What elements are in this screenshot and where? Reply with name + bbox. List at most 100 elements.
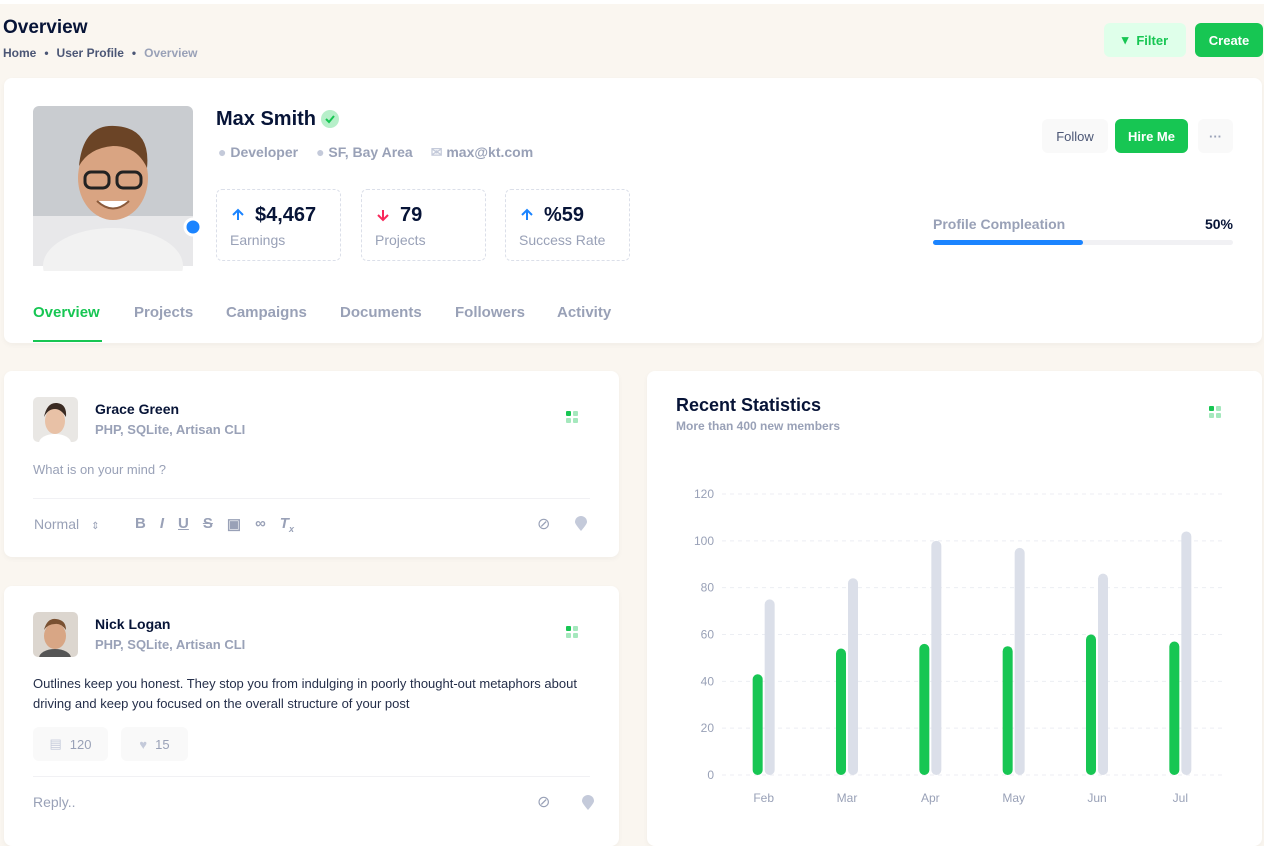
crumb[interactable]: User Profile: [56, 46, 124, 60]
meta-role: ● Developer: [218, 144, 298, 161]
bar: [764, 599, 775, 775]
progress-track: [933, 240, 1233, 245]
up-arrow: [521, 208, 533, 220]
profile-photo: [33, 106, 203, 271]
image-tool[interactable]: ▣: [226, 516, 242, 533]
completion-label: Profile Compleation: [933, 216, 1066, 232]
statistics-card: Recent Statistics More than 400 new memb…: [647, 371, 1262, 846]
tab[interactable]: Campaigns: [226, 304, 307, 321]
chart-subtitle: More than 400 new members: [676, 419, 841, 433]
reply-input[interactable]: Reply..: [33, 794, 76, 810]
attach-icon[interactable]: ⊘: [537, 516, 551, 533]
format-select[interactable]: Normal ⇕: [34, 516, 100, 532]
y-tick-label: 120: [694, 487, 714, 501]
chart-title: Recent Statistics: [676, 395, 822, 415]
strike-tool[interactable]: S: [202, 515, 213, 532]
likes-button[interactable]: ♥ 15: [121, 727, 188, 761]
follow-button[interactable]: Follow: [1042, 119, 1108, 153]
divider: [33, 498, 590, 499]
create-button[interactable]: Create: [1195, 23, 1263, 57]
bar: [1086, 634, 1096, 775]
icon: ✉: [430, 144, 447, 160]
x-tick-label: Apr: [921, 791, 940, 805]
link-tool[interactable]: ∞: [255, 515, 266, 532]
author-name: Nick Logan: [95, 616, 171, 632]
attach-icon[interactable]: ⊘: [537, 794, 551, 811]
tab[interactable]: Activity: [557, 304, 612, 321]
profile-meta: ● Developer ● SF, Bay Area ✉ max@kt.com: [218, 144, 533, 161]
up-arrow: [232, 208, 244, 220]
stat-box: 79 Projects: [361, 189, 486, 261]
post-card: Nick Logan PHP, SQLite, Artisan CLI Outl…: [4, 586, 619, 846]
y-tick-label: 20: [701, 721, 715, 735]
filter-label: Filter: [1136, 32, 1169, 48]
tab-active[interactable]: Overview: [33, 304, 100, 321]
bar-chart: 0 20 40 60 80 100 120 Feb Mar Apr May Jun Jul: [694, 487, 1222, 805]
stat-box: %59 Success Rate: [505, 189, 630, 261]
format-text: Normal: [34, 516, 80, 532]
avatar: [33, 397, 78, 442]
stat-value: 79: [400, 204, 423, 226]
filter-icon: ▾: [1121, 32, 1129, 47]
bar: [1014, 547, 1025, 775]
heart-icon: ♥: [139, 736, 148, 752]
bar: [848, 578, 858, 775]
y-tick-label: 40: [701, 674, 715, 688]
bold-tool[interactable]: B: [135, 515, 146, 532]
author-skills: PHP, SQLite, Artisan CLI: [95, 637, 246, 652]
more-button[interactable]: ···: [1198, 119, 1233, 153]
menu-dots[interactable]: [1209, 406, 1223, 420]
toolbar: B I U S ▣ ∞ Tx: [135, 515, 294, 534]
bar: [931, 540, 942, 775]
bar: [1181, 531, 1192, 775]
sep: •: [44, 46, 49, 60]
sep: •: [131, 46, 137, 60]
comments-count: 120: [69, 736, 92, 752]
bar: [836, 648, 846, 775]
bar: [919, 643, 930, 775]
filter-button[interactable]: ▾ Filter: [1104, 23, 1186, 57]
icon: ●: [218, 144, 231, 160]
top-strip: [0, 0, 1264, 4]
hire-button[interactable]: Hire Me: [1115, 119, 1188, 153]
author-skills: PHP, SQLite, Artisan CLI: [95, 422, 246, 437]
stat-value: %59: [544, 204, 585, 226]
meta-location: ● SF, Bay Area: [316, 144, 413, 161]
profile-name: Max Smith: [216, 108, 317, 130]
crumb[interactable]: Home: [3, 46, 37, 60]
comments-button[interactable]: ▤ 120: [33, 727, 108, 761]
bar: [1002, 646, 1013, 775]
x-tick-label: Mar: [837, 791, 858, 805]
icon: ●: [316, 144, 329, 160]
menu-dots[interactable]: [566, 626, 580, 640]
tab[interactable]: Projects: [134, 304, 194, 321]
verified-badge: [321, 110, 339, 128]
progress-bar: [933, 240, 1083, 245]
clear-tool[interactable]: Tx: [279, 515, 294, 534]
y-tick-label: 0: [707, 768, 714, 782]
location-icon[interactable]: [575, 516, 587, 532]
page-title: Overview: [3, 17, 88, 38]
composer-card: Grace Green PHP, SQLite, Artisan CLI Wha…: [4, 371, 619, 557]
composer-input[interactable]: What is on your mind ?: [33, 462, 166, 477]
tab[interactable]: Followers: [455, 304, 526, 321]
crumb: Overview: [144, 46, 198, 60]
x-tick-label: Jul: [1173, 791, 1188, 805]
breadcrumb: Home • User Profile • Overview: [3, 46, 197, 60]
underline-tool[interactable]: U: [178, 515, 189, 532]
italic-tool[interactable]: I: [159, 515, 165, 532]
divider: [33, 776, 590, 777]
bar: [752, 674, 763, 775]
profile-card: Max Smith ● Developer ● SF, Bay Area ✉ m…: [4, 78, 1262, 343]
menu-dots[interactable]: [566, 411, 580, 425]
location-icon[interactable]: [582, 795, 594, 811]
meta-email[interactable]: ✉ max@kt.com: [431, 144, 533, 161]
post-text: Outlines keep you honest. They stop you …: [33, 676, 577, 711]
down-arrow: [377, 210, 389, 222]
stat-label: Projects: [375, 232, 426, 248]
tab[interactable]: Documents: [340, 304, 422, 321]
y-tick-label: 60: [701, 628, 715, 642]
tab-underline: [33, 340, 102, 342]
